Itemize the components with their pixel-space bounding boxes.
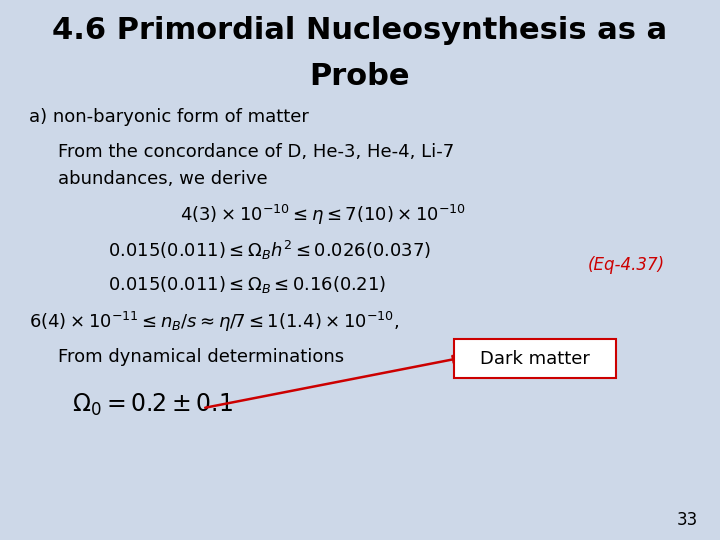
Text: $0.015(0.011) \leq \Omega_B h^2 \leq 0.026(0.037)$: $0.015(0.011) \leq \Omega_B h^2 \leq 0.0… <box>108 239 431 262</box>
Text: (Eq-4.37): (Eq-4.37) <box>588 256 665 274</box>
Text: 33: 33 <box>677 511 698 529</box>
Text: $\Omega_0 = 0.2 \pm 0.1$: $\Omega_0 = 0.2 \pm 0.1$ <box>72 392 233 418</box>
FancyBboxPatch shape <box>454 339 616 378</box>
Text: a) non-baryonic form of matter: a) non-baryonic form of matter <box>29 108 309 126</box>
Text: $6(4)\times10^{-11} \leq n_B/s \approx \eta/7 \leq 1(1.4)\times10^{-10},$: $6(4)\times10^{-11} \leq n_B/s \approx \… <box>29 310 399 334</box>
Text: $0.015(0.011) \leq \Omega_B \leq 0.16(0.21)$: $0.015(0.011) \leq \Omega_B \leq 0.16(0.… <box>108 274 386 295</box>
Text: From dynamical determinations: From dynamical determinations <box>58 348 343 366</box>
Text: $4(3)\times10^{-10} \leq \eta \leq 7(10)\times10^{-10}$: $4(3)\times10^{-10} \leq \eta \leq 7(10)… <box>180 202 466 227</box>
Text: abundances, we derive: abundances, we derive <box>58 170 267 188</box>
Text: From the concordance of D, He-3, He-4, Li-7: From the concordance of D, He-3, He-4, L… <box>58 143 454 161</box>
Text: 4.6 Primordial Nucleosynthesis as a: 4.6 Primordial Nucleosynthesis as a <box>53 16 667 45</box>
Text: Probe: Probe <box>310 62 410 91</box>
Text: Dark matter: Dark matter <box>480 349 590 368</box>
